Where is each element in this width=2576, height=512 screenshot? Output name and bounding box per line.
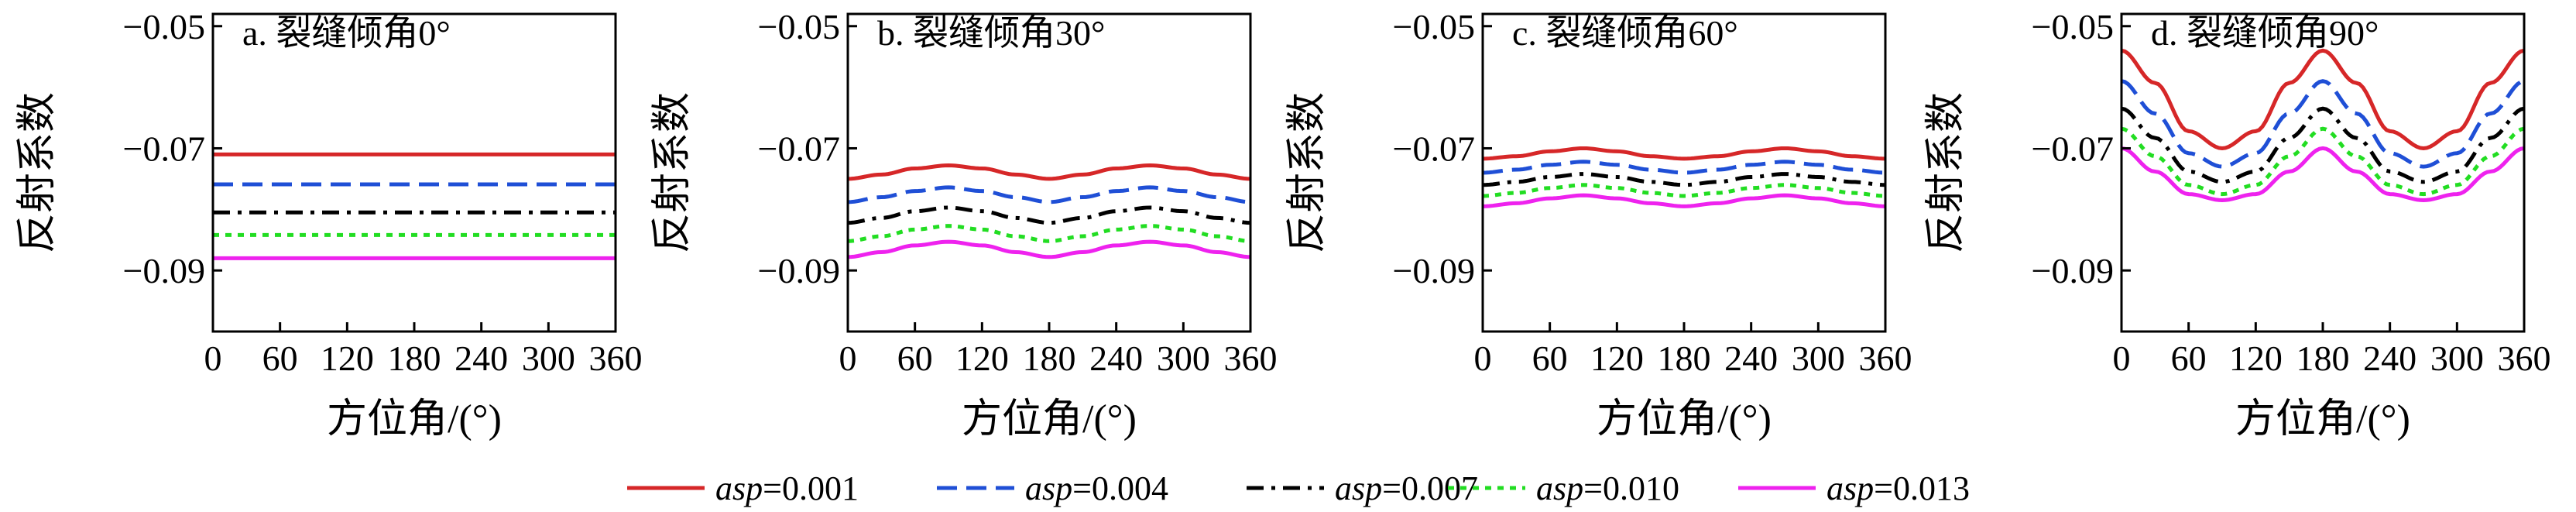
y-axis-title: 反射系数 — [1924, 92, 1968, 253]
x-tick-label: 300 — [522, 338, 575, 378]
series-line-3 — [2122, 106, 2524, 184]
series-line-1 — [1483, 146, 1885, 161]
y-tick-label: −0.05 — [1393, 7, 1475, 46]
y-tick-label: −0.07 — [758, 129, 840, 168]
x-tick-label: 60 — [897, 338, 933, 378]
y-tick-label: −0.09 — [1393, 251, 1475, 290]
x-tick-label: 60 — [1532, 338, 1568, 378]
y-axis-title: 反射系数 — [15, 92, 60, 253]
panel-title: a. 裂缝倾角0° — [242, 13, 451, 53]
x-tick-label: 0 — [2113, 338, 2131, 378]
x-tick-label: 180 — [388, 338, 441, 378]
panel-title: b. 裂缝倾角30° — [877, 13, 1105, 53]
series-line-1 — [848, 163, 1250, 181]
x-tick-label: 120 — [321, 338, 374, 378]
y-tick-label: −0.05 — [123, 7, 205, 46]
x-tick-label: 240 — [1724, 338, 1778, 378]
legend-entry-5: asp=0.013 — [1738, 469, 1970, 507]
chart-panel-2: 0 60 120 180 240 300 360 −0.05 −0.07 −0.09 b. 裂缝倾角… — [650, 7, 1278, 442]
series-line-5 — [2122, 146, 2524, 202]
x-tick-label: 360 — [589, 338, 643, 378]
x-tick-label: 0 — [1474, 338, 1492, 378]
x-axis-title: 方位角/(°) — [327, 397, 502, 442]
chart-panel-3: 0 60 120 180 240 300 360 −0.05 −0.07 −0.09 c. 裂缝倾角… — [1285, 7, 1912, 442]
x-tick-label: 360 — [1224, 338, 1278, 378]
y-tick-label: −0.07 — [2032, 129, 2114, 168]
series-line-2 — [2122, 79, 2524, 169]
y-tick-label: −0.05 — [758, 7, 840, 46]
x-tick-label: 120 — [955, 338, 1009, 378]
plot-frame — [2120, 12, 2526, 333]
legend-entry-4: asp=0.010 — [1448, 469, 1679, 507]
series-line-4 — [848, 224, 1250, 243]
legend-label: asp=0.007 — [1335, 469, 1478, 507]
x-axis-title: 方位角/(°) — [2235, 397, 2410, 442]
chart-panel-4: 0 60 120 180 240 300 360 −0.05 −0.07 −0.09 d. 裂缝倾角… — [1924, 7, 2551, 442]
legend-entry-1: asp=0.001 — [627, 469, 859, 507]
legend-label: asp=0.001 — [715, 469, 859, 507]
series-line-5 — [848, 239, 1250, 259]
plot-frame — [846, 12, 1252, 333]
x-axis-title: 方位角/(°) — [1597, 397, 1772, 442]
x-tick-label: 120 — [2229, 338, 2283, 378]
x-tick-label: 240 — [2363, 338, 2417, 378]
series-line-4 — [2122, 126, 2524, 197]
x-tick-label: 60 — [262, 338, 298, 378]
x-tick-label: 300 — [2430, 338, 2484, 378]
series-line-3 — [848, 205, 1250, 225]
chart-panel-1: 0 60 120 180 240 300 360 −0.05 −0.07 −0.09 a. 裂缝倾角… — [15, 7, 643, 442]
series-line-2 — [1483, 160, 1885, 175]
y-tick-label: −0.05 — [2032, 7, 2114, 46]
series-line-5 — [1483, 193, 1885, 208]
legend-label: asp=0.010 — [1536, 469, 1679, 507]
x-tick-label: 180 — [2296, 338, 2350, 378]
panel-title: c. 裂缝倾角60° — [1512, 13, 1738, 53]
series-line-3 — [1483, 172, 1885, 187]
panel-title: d. 裂缝倾角90° — [2151, 13, 2379, 53]
x-axis-title: 方位角/(°) — [962, 397, 1137, 442]
y-tick-label: −0.09 — [123, 251, 205, 290]
series-line-1 — [2122, 48, 2524, 150]
chart-panels: 0 60 120 180 240 300 360 −0.05 −0.07 −0.09 a. 裂缝倾角… — [15, 7, 2551, 442]
series-line-2 — [848, 185, 1250, 204]
x-tick-label: 60 — [2171, 338, 2207, 378]
legend-label: asp=0.004 — [1025, 469, 1168, 507]
y-tick-label: −0.09 — [2032, 251, 2114, 290]
x-tick-label: 240 — [1089, 338, 1143, 378]
x-tick-label: 360 — [2498, 338, 2551, 378]
x-tick-label: 300 — [1792, 338, 1845, 378]
x-tick-label: 360 — [1859, 338, 1912, 378]
x-tick-label: 300 — [1157, 338, 1210, 378]
y-axis-title: 反射系数 — [650, 92, 695, 253]
y-tick-label: −0.07 — [123, 129, 205, 168]
x-tick-label: 180 — [1023, 338, 1076, 378]
x-tick-label: 0 — [204, 338, 222, 378]
legend-entry-3: asp=0.007 — [1247, 469, 1478, 507]
y-tick-label: −0.07 — [1393, 129, 1475, 168]
y-axis-title: 反射系数 — [1285, 92, 1329, 253]
legend-entry-2: asp=0.004 — [937, 469, 1168, 507]
x-tick-label: 120 — [1590, 338, 1644, 378]
legend: asp=0.001 asp=0.004 asp=0.007 asp=0.010 asp=… — [627, 469, 1970, 507]
x-tick-label: 240 — [454, 338, 508, 378]
plot-frame — [211, 12, 617, 333]
series-line-4 — [1483, 183, 1885, 198]
y-tick-label: −0.09 — [758, 251, 840, 290]
plot-frame — [1481, 12, 1887, 333]
x-tick-label: 0 — [839, 338, 857, 378]
legend-label: asp=0.013 — [1827, 469, 1970, 507]
x-tick-label: 180 — [1658, 338, 1711, 378]
